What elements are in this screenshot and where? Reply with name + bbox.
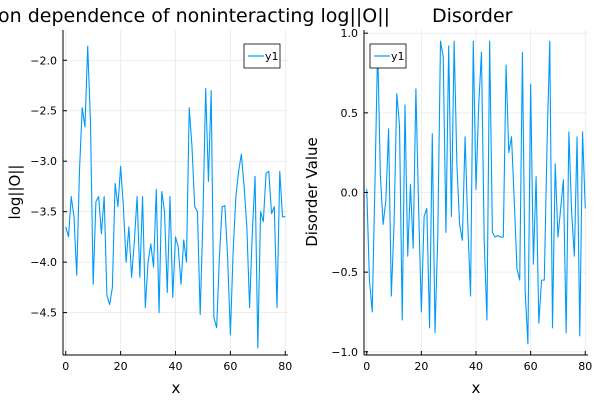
grid bbox=[63, 30, 288, 355]
series-line bbox=[366, 40, 586, 345]
x-tick-label: 80 bbox=[578, 360, 592, 373]
chart-title: on dependence of noninteracting log||O|| bbox=[0, 5, 390, 27]
y-axis-label: log||O|| bbox=[6, 165, 24, 220]
chart-disorder: 0 20 40 60 80 1.0 0.5 0.0 −0.5 −1.0 Disorder x D… bbox=[303, 5, 592, 397]
chart-title: Disorder bbox=[432, 5, 513, 27]
y-ticks: 1.0 0.5 0.0 −0.5 −1.0 bbox=[331, 27, 368, 359]
x-ticks: 0 20 40 60 80 bbox=[363, 351, 592, 373]
series-group bbox=[366, 40, 586, 345]
x-tick-label: 0 bbox=[62, 360, 69, 373]
x-tick-label: 40 bbox=[169, 360, 183, 373]
x-tick-label: 40 bbox=[469, 360, 483, 373]
y-tick-label: −4.0 bbox=[30, 256, 57, 269]
x-ticks: 0 20 40 60 80 bbox=[62, 351, 292, 373]
y-tick-label: −3.5 bbox=[30, 206, 57, 219]
y-tick-label: −1.0 bbox=[331, 346, 358, 359]
series-line bbox=[65, 45, 286, 349]
y-tick-label: −2.0 bbox=[30, 54, 57, 67]
x-tick-label: 80 bbox=[278, 360, 292, 373]
chart-log-norm: 0 20 40 60 80 −2.0 −2.5 −3.0 −3.5 −4.0 −4.5 on de… bbox=[0, 5, 390, 397]
y-tick-label: 1.0 bbox=[341, 27, 359, 40]
legend: y1 bbox=[243, 43, 281, 69]
y-tick-label: −3.0 bbox=[30, 155, 57, 168]
y-tick-label: −0.5 bbox=[331, 266, 358, 279]
x-tick-label: 0 bbox=[363, 360, 370, 373]
x-tick-label: 60 bbox=[524, 360, 538, 373]
legend-label: y1 bbox=[391, 50, 405, 63]
x-tick-label: 60 bbox=[223, 360, 237, 373]
x-axis-label: x bbox=[472, 379, 481, 397]
x-tick-label: 20 bbox=[114, 360, 128, 373]
x-tick-label: 20 bbox=[414, 360, 428, 373]
y-ticks: −2.0 −2.5 −3.0 −3.5 −4.0 −4.5 bbox=[30, 54, 67, 320]
series-group bbox=[65, 45, 286, 349]
legend-label: y1 bbox=[265, 50, 279, 63]
y-axis-label: Disorder Value bbox=[303, 137, 321, 247]
y-tick-label: −2.5 bbox=[30, 105, 57, 118]
x-axis-label: x bbox=[172, 379, 181, 397]
legend: y1 bbox=[369, 43, 407, 69]
y-tick-label: 0.5 bbox=[341, 107, 359, 120]
y-tick-label: −4.5 bbox=[30, 307, 57, 320]
y-tick-label: 0.0 bbox=[341, 187, 359, 200]
